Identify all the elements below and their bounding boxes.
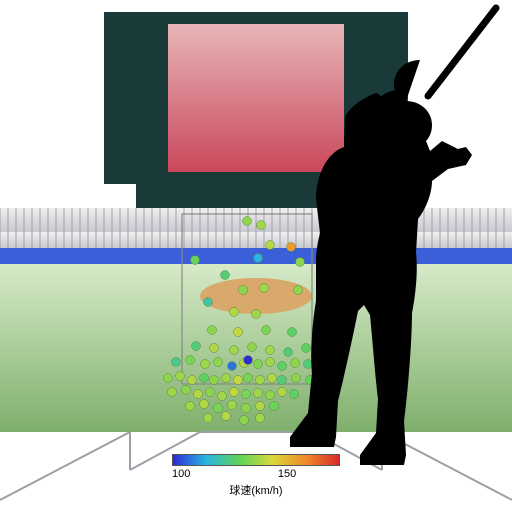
colorbar-label: 球速(km/h) xyxy=(172,482,340,498)
pitch-chart xyxy=(0,0,512,512)
colorbar-ticks: 100150 xyxy=(172,468,340,480)
colorbar: 100150 球速(km/h) xyxy=(172,454,340,498)
colorbar-gradient xyxy=(172,454,340,466)
